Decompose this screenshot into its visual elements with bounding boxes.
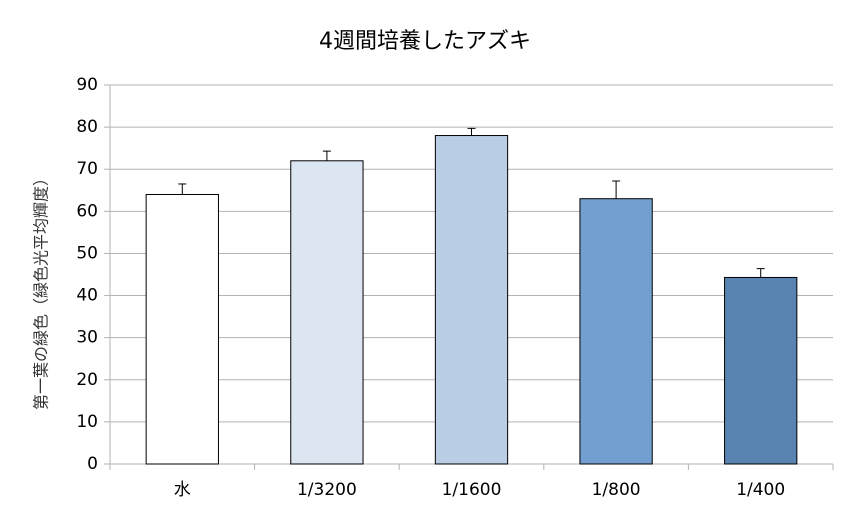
x-tick-label: 水 — [174, 480, 191, 500]
bar — [724, 276, 798, 465]
bar — [290, 160, 364, 465]
bar — [145, 193, 219, 465]
y-tick-label: 40 — [76, 286, 98, 306]
bar — [434, 135, 509, 465]
x-tick-label: 1/3200 — [297, 480, 357, 500]
bar — [579, 198, 653, 465]
x-tick-label: 1/800 — [592, 480, 641, 500]
y-tick-label: 70 — [76, 159, 98, 179]
y-tick-label: 60 — [76, 201, 98, 221]
y-tick-label: 30 — [76, 328, 98, 348]
x-tick-label: 1/1600 — [442, 480, 502, 500]
y-tick-label: 50 — [76, 243, 98, 263]
y-tick-label: 10 — [76, 412, 98, 432]
y-tick-label: 80 — [76, 117, 98, 137]
x-tick-label: 1/400 — [736, 480, 785, 500]
y-tick-label: 0 — [87, 454, 98, 474]
chart-title: 4週間培養したアズキ — [319, 29, 531, 54]
y-tick-label: 20 — [76, 370, 98, 390]
y-tick-label: 90 — [76, 75, 98, 95]
y-axis-label: 第一葉の緑色（緑色光平均輝度） — [32, 170, 51, 410]
